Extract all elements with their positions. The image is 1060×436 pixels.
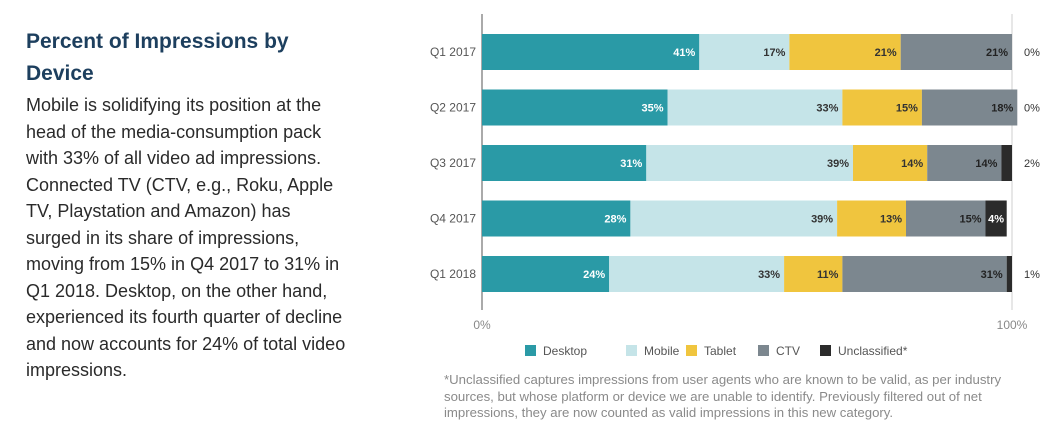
data-label: 15% <box>959 214 981 226</box>
bar-segment <box>699 34 790 70</box>
bar-segment <box>985 200 1007 237</box>
bar-segment <box>853 145 928 181</box>
category-label: Q4 2017 <box>430 212 476 226</box>
x-tick-label: 0% <box>473 318 491 332</box>
data-label: 14% <box>901 158 923 170</box>
bar-segment <box>1006 256 1012 292</box>
x-tick-label: 100% <box>997 318 1028 332</box>
data-label: 2% <box>1024 158 1040 170</box>
data-label: 21% <box>875 47 897 59</box>
page-title: Percent of Impressions by Device <box>26 30 289 85</box>
bar-segment <box>482 145 647 181</box>
data-label: 33% <box>758 269 780 281</box>
legend-swatch <box>525 345 536 356</box>
bar-segment <box>842 256 1007 292</box>
bar-segment <box>482 200 631 237</box>
data-label: 15% <box>896 103 918 115</box>
data-label: 1% <box>1024 269 1040 281</box>
footnote: *Unclassified captures impressions from … <box>444 372 1002 420</box>
bar-segment <box>900 34 1012 70</box>
legend-swatch <box>820 345 831 356</box>
data-label: 0% <box>1024 103 1040 115</box>
data-label: 14% <box>975 158 997 170</box>
legend-swatch <box>626 345 637 356</box>
data-label: 28% <box>604 214 626 226</box>
bar-segment <box>609 256 785 292</box>
data-label: 13% <box>880 214 902 226</box>
bar-segment <box>482 89 668 126</box>
bar-segment <box>784 256 843 292</box>
data-label: 39% <box>811 214 833 226</box>
data-label: 18% <box>991 103 1013 115</box>
legend-label: Unclassified* <box>838 344 908 358</box>
data-label: 21% <box>986 47 1008 59</box>
bar-segment <box>927 145 1002 181</box>
bar-segment <box>837 200 906 237</box>
category-label: Q1 2017 <box>430 45 476 59</box>
bar-segment <box>630 200 838 237</box>
legend-label: Mobile <box>644 344 680 358</box>
text-panel: Percent of Impressions by Device Mobile … <box>26 26 376 384</box>
description-text: Mobile is solidifying its position at th… <box>26 95 346 380</box>
legend-label: Desktop <box>543 344 587 358</box>
bar-segment <box>482 34 700 70</box>
category-label: Q3 2017 <box>430 156 476 170</box>
data-label: 0% <box>1024 47 1040 59</box>
bar-segment <box>667 89 843 126</box>
data-label: 31% <box>620 158 642 170</box>
data-label: 35% <box>641 103 663 115</box>
legend-label: CTV <box>776 344 800 358</box>
legend-swatch <box>758 345 769 356</box>
data-label: 33% <box>816 103 838 115</box>
data-label: 4% <box>988 214 1004 226</box>
category-label: Q1 2018 <box>430 267 476 281</box>
category-label: Q2 2017 <box>430 101 476 115</box>
bar-segment <box>921 89 1018 126</box>
bar-segment <box>906 200 986 237</box>
bar-segment <box>1001 145 1012 181</box>
data-label: 24% <box>583 269 605 281</box>
data-label: 31% <box>981 269 1003 281</box>
data-label: 41% <box>673 47 695 59</box>
legend-swatch <box>686 345 697 356</box>
data-label: 11% <box>817 269 839 281</box>
data-label: 17% <box>763 47 785 59</box>
legend-label: Tablet <box>704 344 737 358</box>
bar-segment <box>842 89 922 126</box>
bar-segment <box>482 256 610 292</box>
bar-segment <box>789 34 901 70</box>
bar-segment <box>646 145 853 181</box>
data-label: 39% <box>827 158 849 170</box>
